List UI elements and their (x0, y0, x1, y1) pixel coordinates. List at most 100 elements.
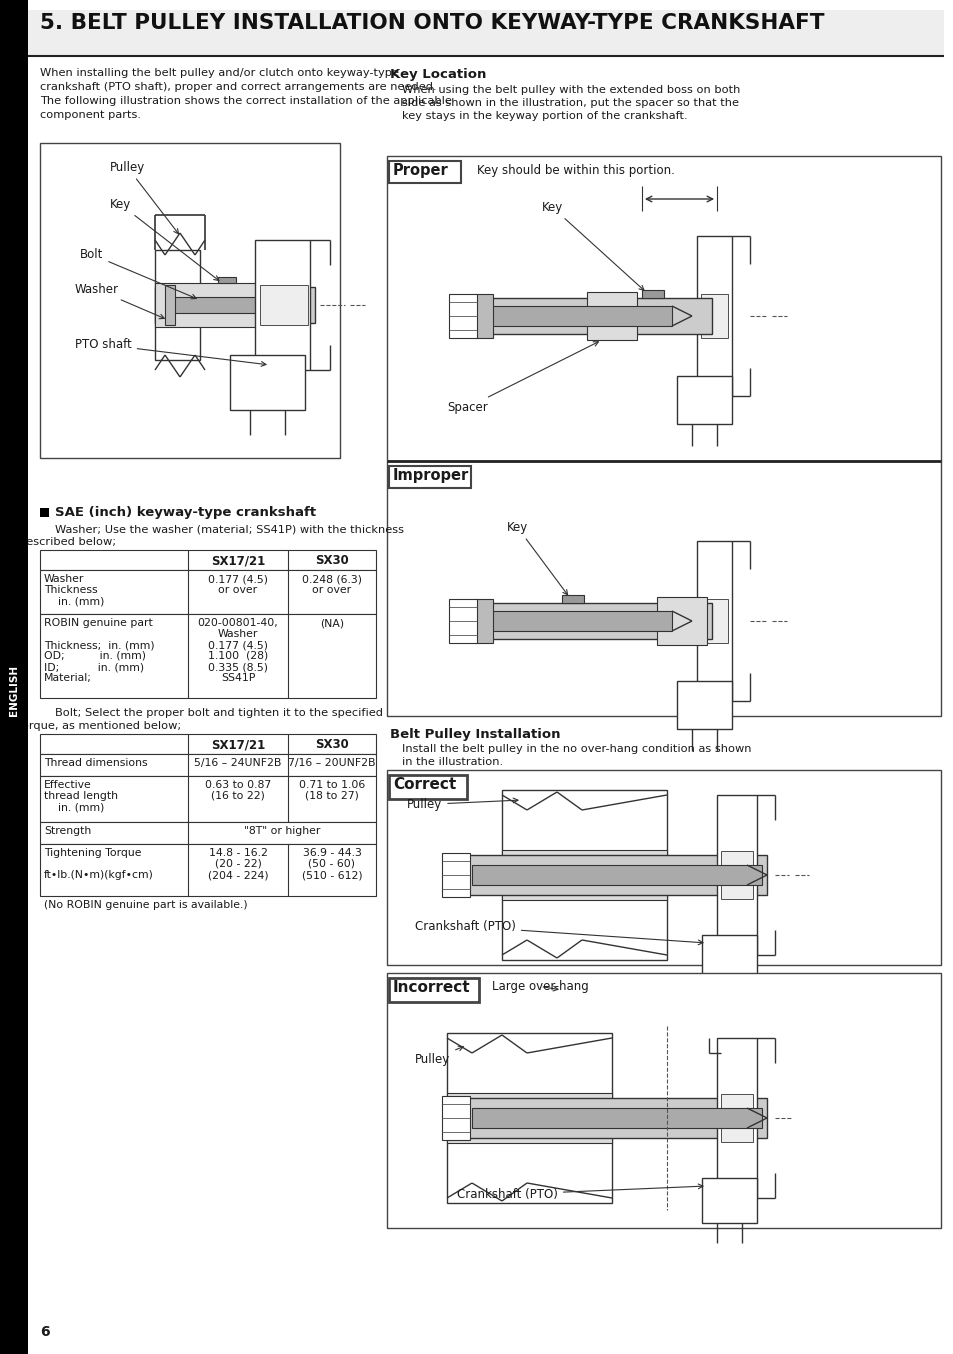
Text: Key: Key (541, 200, 643, 290)
Bar (254, 240, 310, 370)
Text: (18 to 27): (18 to 27) (305, 791, 358, 802)
Text: Belt Pulley Installation: Belt Pulley Installation (390, 728, 560, 741)
Text: crankshaft (PTO shaft), proper and correct arrangements are needed.: crankshaft (PTO shaft), proper and corre… (40, 83, 436, 92)
Text: Thread dimensions: Thread dimensions (44, 758, 148, 768)
Bar (230, 355, 305, 410)
Text: Incorrect: Incorrect (393, 980, 470, 995)
Text: SX17/21: SX17/21 (211, 554, 265, 567)
Bar (260, 284, 308, 325)
Bar (586, 292, 637, 340)
Bar (218, 278, 235, 283)
Bar (449, 598, 476, 643)
Text: Spacer: Spacer (447, 341, 598, 414)
Bar (475, 598, 493, 643)
Text: When using the belt pulley with the extended boss on both: When using the belt pulley with the exte… (401, 85, 740, 95)
Bar (154, 283, 260, 328)
Text: Pulley: Pulley (407, 798, 517, 811)
Text: SS41P: SS41P (220, 673, 254, 682)
Text: Proper: Proper (393, 162, 448, 177)
Bar (701, 936, 757, 980)
Text: Improper: Improper (393, 468, 469, 483)
Text: Key should be within this portion.: Key should be within this portion. (476, 164, 674, 177)
Bar (441, 1095, 470, 1140)
Bar (154, 250, 200, 360)
Bar (472, 1108, 761, 1128)
Bar (389, 161, 460, 183)
Bar (0, 0, 28, 1354)
Bar (717, 795, 757, 955)
Bar (40, 550, 375, 570)
Bar (720, 1094, 752, 1141)
Bar (472, 865, 761, 886)
Bar (389, 466, 471, 487)
Text: 14.8 - 16.2: 14.8 - 16.2 (209, 848, 267, 858)
Bar (701, 1178, 757, 1223)
Text: When installing the belt pulley and/or clutch onto keyway-type: When installing the belt pulley and/or c… (40, 68, 398, 79)
Text: The following illustration shows the correct installation of the applicable: The following illustration shows the cor… (40, 96, 452, 106)
Text: described below;: described below; (19, 538, 116, 547)
Text: or over: or over (218, 585, 257, 594)
Bar (717, 1039, 757, 1198)
Text: side as shown in the illustration, put the spacer so that the: side as shown in the illustration, put t… (401, 97, 739, 108)
Bar (467, 854, 766, 895)
Text: Washer; Use the washer (material; SS41P) with the thickness: Washer; Use the washer (material; SS41P)… (55, 524, 403, 533)
Bar (389, 978, 478, 1002)
Bar (387, 156, 940, 716)
Text: (204 - 224): (204 - 224) (208, 871, 268, 880)
Text: Bolt; Select the proper bolt and tighten it to the specified: Bolt; Select the proper bolt and tighten… (55, 708, 382, 718)
Bar (700, 294, 727, 338)
Bar (700, 598, 727, 643)
Text: in. (mm): in. (mm) (44, 596, 104, 607)
Bar (677, 681, 731, 728)
Text: component parts.: component parts. (40, 110, 141, 121)
Text: Material;: Material; (44, 673, 91, 682)
Bar (389, 774, 467, 799)
Bar (449, 294, 476, 338)
Text: 0.177 (4.5): 0.177 (4.5) (208, 640, 268, 650)
Text: Strength: Strength (44, 826, 91, 835)
Text: Effective: Effective (44, 780, 91, 789)
Text: Thickness: Thickness (44, 585, 97, 594)
Text: or over: or over (313, 585, 352, 594)
Text: 36.9 - 44.3: 36.9 - 44.3 (302, 848, 361, 858)
Bar (476, 603, 711, 639)
Text: (50 - 60): (50 - 60) (308, 858, 355, 869)
Bar (40, 844, 375, 896)
Text: 0.63 to 0.87: 0.63 to 0.87 (205, 780, 271, 789)
Bar (40, 734, 375, 754)
Bar (561, 594, 583, 603)
Text: OD;          in. (mm): OD; in. (mm) (44, 651, 146, 661)
Text: (510 - 612): (510 - 612) (301, 871, 362, 880)
Text: Crankshaft (PTO): Crankshaft (PTO) (415, 919, 702, 945)
Text: 5. BELT PULLEY INSTALLATION ONTO KEYWAY-TYPE CRANKSHAFT: 5. BELT PULLEY INSTALLATION ONTO KEYWAY-… (40, 14, 823, 32)
Text: (20 - 22): (20 - 22) (214, 858, 261, 869)
Bar (501, 789, 666, 960)
Bar (657, 597, 706, 645)
Text: SX17/21: SX17/21 (211, 738, 265, 751)
Text: SX30: SX30 (314, 554, 349, 567)
Bar (697, 236, 731, 395)
Bar (467, 1098, 766, 1137)
Bar (481, 306, 671, 326)
Text: 0.71 to 1.06: 0.71 to 1.06 (298, 780, 365, 789)
Text: Tightening Torque: Tightening Torque (44, 848, 141, 858)
Bar (40, 508, 49, 517)
Bar (40, 613, 375, 699)
Text: 020-00801-40,: 020-00801-40, (197, 617, 278, 628)
Bar (476, 298, 711, 334)
Bar (40, 776, 375, 822)
Text: Pulley: Pulley (415, 1047, 463, 1066)
Text: thread length: thread length (44, 791, 118, 802)
Text: 5/16 – 24UNF2B: 5/16 – 24UNF2B (194, 758, 281, 768)
Bar (481, 611, 671, 631)
Text: PTO shaft: PTO shaft (75, 338, 266, 367)
Text: tightening torque, as mentioned below;: tightening torque, as mentioned below; (0, 720, 181, 731)
Text: Key: Key (506, 521, 567, 594)
Text: Washer: Washer (75, 283, 164, 318)
Text: ENGLISH: ENGLISH (9, 665, 19, 715)
Bar (677, 376, 731, 424)
Text: Correct: Correct (393, 777, 456, 792)
Text: 0.248 (6.3): 0.248 (6.3) (302, 574, 361, 584)
Bar (641, 290, 663, 298)
Text: SX30: SX30 (314, 738, 349, 751)
